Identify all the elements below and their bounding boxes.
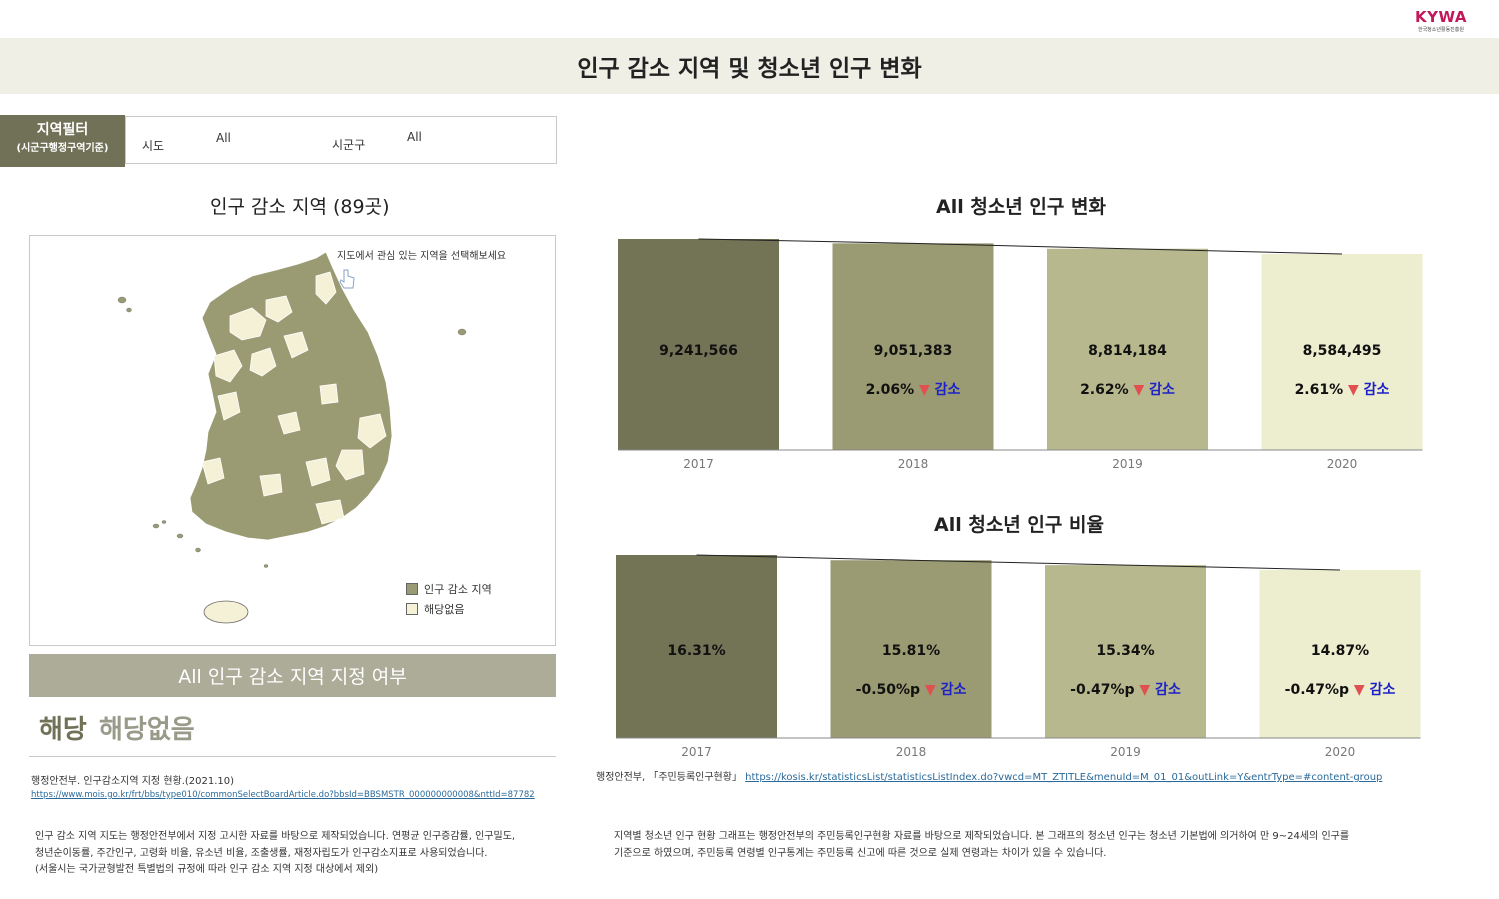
change-label: 2.62% ▼ 감소: [1080, 381, 1175, 398]
x-tick-label: 2020: [1325, 745, 1356, 759]
right-source: 행정안전부, 「주민등록인구현황」 https://kosis.kr/stati…: [596, 768, 1382, 783]
legend-label: 인구 감소 지역: [424, 583, 492, 596]
down-arrow-icon: ▼: [1348, 382, 1359, 398]
map-panel: 지도에서 관심 있는 지역을 선택해보세요 인구 감소 지역 해당없음: [29, 235, 556, 646]
logo-text: KYWA: [1415, 8, 1467, 26]
filter-box: 시도 All 시군구 All: [125, 116, 557, 164]
change-label: -0.47%p ▼ 감소: [1285, 681, 1396, 698]
decrease-word: 감소: [1150, 681, 1181, 698]
decrease-word: 감소: [936, 681, 967, 698]
value-label: 8,584,495: [1303, 343, 1382, 359]
chart-title-ratio: All 청소년 인구 비율: [934, 514, 1104, 536]
map-legend: 인구 감소 지역 해당없음: [406, 579, 492, 619]
population-chart: 9,241,566 2017 9,051,383 2.06% ▼ 감소 2018 8,81…: [618, 238, 1423, 471]
logo-subtext: 한국청소년활동진흥원: [1417, 27, 1464, 33]
filter-label-sub: (시군구행정구역기준): [16, 143, 109, 154]
region-filter-label: 지역필터 (시군구행정구역기준): [0, 115, 125, 167]
right-source-link[interactable]: https://kosis.kr/statisticsList/statisti…: [745, 772, 1383, 783]
down-arrow-icon: ▼: [919, 382, 930, 398]
legend-swatch-decrease: [406, 583, 418, 595]
sigungu-label: 시군구: [332, 138, 366, 152]
ratio-chart: 16.31% 2017 15.81% -0.50%p ▼ 감소 2018 15.34% -0…: [616, 554, 1421, 759]
down-arrow-icon: ▼: [1139, 682, 1150, 698]
down-arrow-icon: ▼: [1134, 382, 1145, 398]
trend-line: [698, 238, 1343, 255]
value-label: 8,814,184: [1088, 343, 1167, 359]
legend-label: 해당없음: [424, 603, 465, 616]
islands: [117, 296, 467, 568]
legend-swatch-none: [406, 603, 418, 615]
chart-title-population: All 청소년 인구 변화: [936, 196, 1106, 218]
decrease-word: 감소: [1359, 381, 1390, 398]
left-note-line: 인구 감소 지역 지도는 행정안전부에서 지정 고시한 자료를 바탕으로 제작되…: [35, 831, 516, 842]
left-note-line: 청년순이동률, 주간인구, 고령화 비율, 유소년 비율, 조출생률, 재정자립…: [35, 847, 488, 859]
status-body: 해당 해당없음: [29, 697, 556, 757]
right-source-text: 행정안전부, 「주민등록인구현황」: [596, 772, 742, 783]
sido-select[interactable]: All: [216, 131, 231, 145]
bar-2019[interactable]: [1047, 248, 1208, 450]
x-tick-label: 2018: [898, 457, 929, 471]
value-label: 9,051,383: [874, 343, 953, 359]
kywa-logo[interactable]: KYWA 한국청소년활동진흥원: [1408, 8, 1474, 36]
change-label: 2.61% ▼ 감소: [1295, 381, 1390, 398]
jeju-region[interactable]: [203, 600, 249, 624]
map-hint: 지도에서 관심 있는 지역을 선택해보세요: [337, 251, 507, 262]
non-decrease-regions: [201, 271, 387, 525]
change-label: 2.06% ▼ 감소: [866, 381, 961, 398]
legend-item-decrease: 인구 감소 지역: [406, 579, 492, 599]
left-note: 인구 감소 지역 지도는 행정안전부에서 지정 고시한 자료를 바탕으로 제작되…: [35, 829, 560, 879]
hand-pointer-icon: [339, 269, 355, 289]
left-note-line: (서울시는 국가균형발전 특별법의 규정에 따라 인구 감소 지역 지정 대상에…: [35, 864, 379, 875]
status-yes[interactable]: 해당: [39, 715, 87, 745]
bar-2017[interactable]: [616, 555, 777, 738]
sido-label: 시도: [142, 139, 165, 153]
left-source-link[interactable]: https://www.mois.go.kr/frt/bbs/type010/c…: [31, 790, 535, 800]
decrease-word: 감소: [930, 381, 961, 398]
title-band: 인구 감소 지역 및 청소년 인구 변화: [0, 38, 1499, 94]
status-header-text: All 인구 감소 지역 지정 여부: [178, 666, 407, 688]
bar-2017[interactable]: [618, 239, 779, 450]
change-label: -0.50%p ▼ 감소: [856, 681, 967, 698]
bar-2020[interactable]: [1259, 570, 1421, 738]
decrease-word: 감소: [1365, 681, 1396, 698]
change-label: -0.47%p ▼ 감소: [1070, 681, 1181, 698]
left-source-text: 행정안전부. 인구감소지역 지정 현황.(2021.10): [31, 776, 235, 787]
value-label: 16.31%: [667, 643, 725, 659]
trend-line: [696, 554, 1341, 571]
korea-map[interactable]: [30, 236, 557, 647]
map-section-title: 인구 감소 지역 (89곳): [210, 196, 390, 218]
bar-2018[interactable]: [832, 243, 994, 450]
x-tick-label: 2017: [681, 745, 712, 759]
page-title: 인구 감소 지역 및 청소년 인구 변화: [577, 56, 922, 82]
value-label: 15.34%: [1096, 643, 1154, 659]
status-no[interactable]: 해당없음: [99, 715, 195, 745]
value-label: 14.87%: [1311, 643, 1369, 659]
value-label: 15.81%: [882, 643, 940, 659]
x-tick-label: 2019: [1110, 745, 1141, 759]
sigungu-select[interactable]: All: [407, 130, 422, 144]
x-tick-label: 2018: [896, 745, 927, 759]
right-note-line: 기준으로 하였으며, 주민등록 연령별 인구통계는 주민등록 신고에 따른 것으…: [614, 847, 1107, 859]
down-arrow-icon: ▼: [925, 682, 936, 698]
down-arrow-icon: ▼: [1354, 682, 1365, 698]
status-header: All 인구 감소 지역 지정 여부: [29, 654, 556, 697]
legend-item-none: 해당없음: [406, 599, 492, 619]
x-tick-label: 2019: [1112, 457, 1143, 471]
decrease-word: 감소: [1144, 381, 1175, 398]
filter-label-main: 지역필터: [36, 122, 89, 138]
bar-2019[interactable]: [1045, 565, 1206, 738]
bar-2018[interactable]: [830, 560, 992, 738]
bar-2020[interactable]: [1261, 254, 1423, 450]
right-note-line: 지역별 청소년 인구 현황 그래프는 행정안전부의 주민등록인구현황 자료를 바…: [614, 831, 1350, 842]
x-tick-label: 2017: [683, 457, 714, 471]
x-tick-label: 2020: [1327, 457, 1358, 471]
value-label: 9,241,566: [659, 343, 738, 359]
right-note: 지역별 청소년 인구 현황 그래프는 행정안전부의 주민등록인구현황 자료를 바…: [614, 829, 1454, 862]
